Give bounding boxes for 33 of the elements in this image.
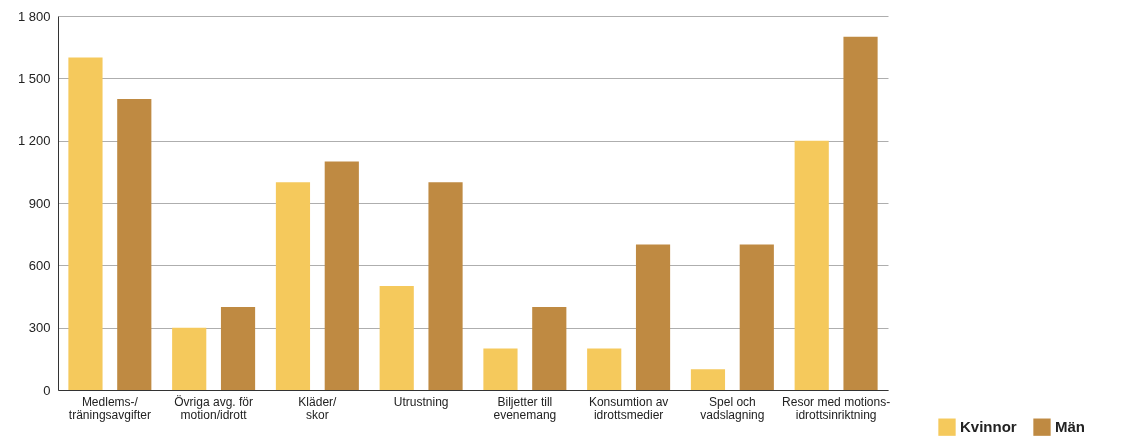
x-tick-label: Resor med motions- idrottsinriktning bbox=[782, 394, 891, 422]
bar bbox=[275, 182, 311, 390]
bar bbox=[739, 244, 774, 390]
bar bbox=[843, 36, 878, 390]
legend-label: Kvinnor bbox=[960, 418, 1017, 436]
bar bbox=[68, 57, 103, 390]
bar bbox=[117, 99, 152, 390]
y-tick-label: 1 500 bbox=[17, 70, 51, 86]
x-tick-label: Spel och vadslagning bbox=[700, 394, 765, 422]
bar bbox=[220, 306, 256, 390]
y-tick-label: 0 bbox=[43, 382, 51, 398]
bar bbox=[428, 182, 463, 390]
x-tick-label: Biljetter till evenemang bbox=[493, 394, 557, 422]
legend-label: Män bbox=[1055, 418, 1085, 436]
x-tick-label: Kläder/ skor bbox=[298, 394, 338, 422]
bar bbox=[532, 306, 567, 390]
y-tick-label: 300 bbox=[28, 320, 51, 336]
y-tick-label: 1 200 bbox=[17, 133, 51, 149]
y-tick-label: 600 bbox=[28, 257, 51, 273]
bar bbox=[587, 348, 622, 390]
bar bbox=[172, 327, 207, 390]
bar bbox=[379, 286, 414, 390]
x-tick-label: Utrustning bbox=[393, 394, 449, 409]
bar bbox=[635, 244, 671, 390]
x-tick-label: Övriga avg. för motion/idrott bbox=[174, 394, 253, 422]
bar bbox=[483, 348, 518, 390]
y-tick-label: 900 bbox=[28, 195, 51, 211]
y-tick-label: 1 800 bbox=[17, 8, 51, 24]
bar bbox=[690, 369, 726, 390]
bar bbox=[324, 161, 359, 390]
x-tick-label: Medlems-/ träningsavgifter bbox=[68, 394, 151, 422]
bar bbox=[794, 140, 829, 390]
x-tick-label: Konsumtion av idrottsmedier bbox=[588, 394, 669, 422]
